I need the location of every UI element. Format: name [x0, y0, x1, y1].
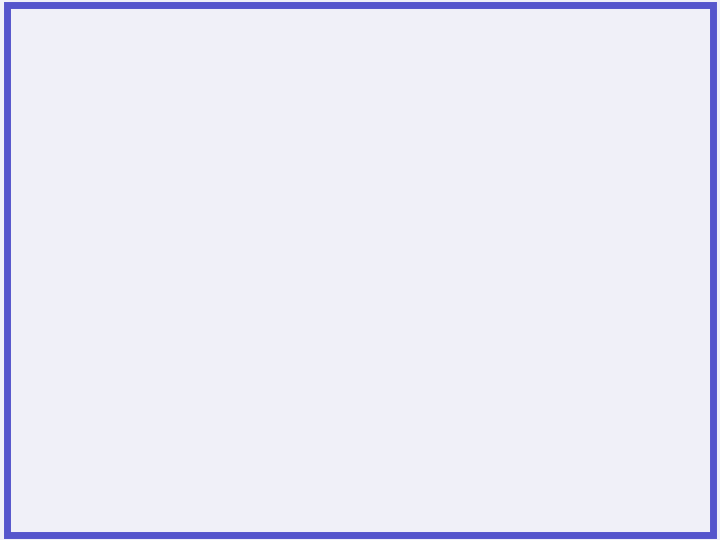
Circle shape	[525, 347, 568, 380]
Bar	[336, 326, 381, 387]
Bar	[510, 496, 582, 518]
Bar	[510, 265, 582, 336]
Text: move $B_j$'s children to be $B_i$'s children: move $B_j$'s children to be $B_i$'s chil…	[162, 191, 469, 214]
Circle shape	[525, 489, 568, 522]
Bar	[336, 394, 381, 463]
Bar	[510, 396, 582, 442]
Bar	[381, 265, 466, 336]
Text: $B_{5}$: $B_{5}$	[424, 402, 436, 416]
Text: $B_{2}$: $B_{2}$	[353, 420, 365, 434]
Circle shape	[400, 281, 443, 314]
Text: $B_{1}$: $B_{1}$	[393, 489, 405, 502]
Text: $B_{3}$: $B_{3}$	[353, 349, 365, 363]
Text: $B_{11}$: $B_{11}$	[538, 291, 554, 305]
Text: $B_{8}$: $B_{8}$	[540, 461, 553, 475]
Text: $B_{9}$: $B_{9}$	[540, 410, 552, 424]
Text: else   move $B_i$'s children to be $B_j$'s children: else move $B_i$'s children to be $B_j$'s…	[97, 223, 454, 247]
Text: Placement to L-admissible O-tree: Placement to L-admissible O-tree	[29, 35, 578, 63]
Text: $B_{10}$: $B_{10}$	[538, 357, 555, 370]
Circle shape	[337, 340, 380, 372]
Circle shape	[467, 281, 510, 314]
Circle shape	[214, 375, 271, 418]
Circle shape	[525, 451, 568, 484]
Bar	[7, 5, 713, 92]
Text: For each type II L-shaped block $L(B_i,B_j)$: For each type II L-shaped block $L(B_i,B…	[61, 119, 430, 145]
Bar	[510, 341, 582, 392]
Bar	[336, 265, 582, 518]
Text: ⊙: ⊙	[72, 161, 86, 179]
Bar	[336, 472, 506, 518]
Text: $B_{6}$: $B_{6}$	[482, 291, 495, 305]
Bar	[381, 265, 506, 518]
Circle shape	[337, 411, 380, 443]
Circle shape	[377, 480, 420, 512]
Text: $B_{7}$: $B_{7}$	[540, 499, 552, 512]
Circle shape	[409, 393, 452, 426]
Text: $B_{4}$: $B_{4}$	[415, 291, 428, 305]
Circle shape	[525, 281, 568, 314]
Text: if $B_i$ is compact to the left: if $B_i$ is compact to the left	[97, 159, 312, 181]
Bar	[466, 265, 510, 336]
Circle shape	[525, 401, 568, 433]
Bar	[510, 447, 582, 493]
Text: ⊙: ⊙	[72, 226, 86, 244]
